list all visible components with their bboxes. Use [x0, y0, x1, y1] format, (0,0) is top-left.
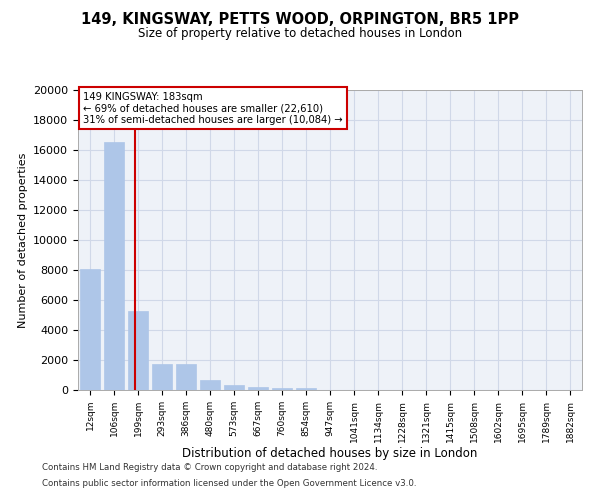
- Text: Contains public sector information licensed under the Open Government Licence v3: Contains public sector information licen…: [42, 478, 416, 488]
- Bar: [248, 387, 268, 390]
- Bar: [104, 142, 124, 390]
- Bar: [80, 268, 100, 390]
- X-axis label: Distribution of detached houses by size in London: Distribution of detached houses by size …: [182, 448, 478, 460]
- Bar: [176, 364, 196, 390]
- Bar: [224, 385, 244, 390]
- Y-axis label: Number of detached properties: Number of detached properties: [17, 152, 28, 328]
- Bar: [152, 364, 172, 390]
- Bar: [200, 380, 220, 390]
- Text: 149, KINGSWAY, PETTS WOOD, ORPINGTON, BR5 1PP: 149, KINGSWAY, PETTS WOOD, ORPINGTON, BR…: [81, 12, 519, 28]
- Bar: [272, 388, 292, 390]
- Text: Contains HM Land Registry data © Crown copyright and database right 2024.: Contains HM Land Registry data © Crown c…: [42, 464, 377, 472]
- Bar: [128, 310, 148, 390]
- Bar: [296, 388, 316, 390]
- Text: 149 KINGSWAY: 183sqm
← 69% of detached houses are smaller (22,610)
31% of semi-d: 149 KINGSWAY: 183sqm ← 69% of detached h…: [83, 92, 343, 124]
- Text: Size of property relative to detached houses in London: Size of property relative to detached ho…: [138, 28, 462, 40]
